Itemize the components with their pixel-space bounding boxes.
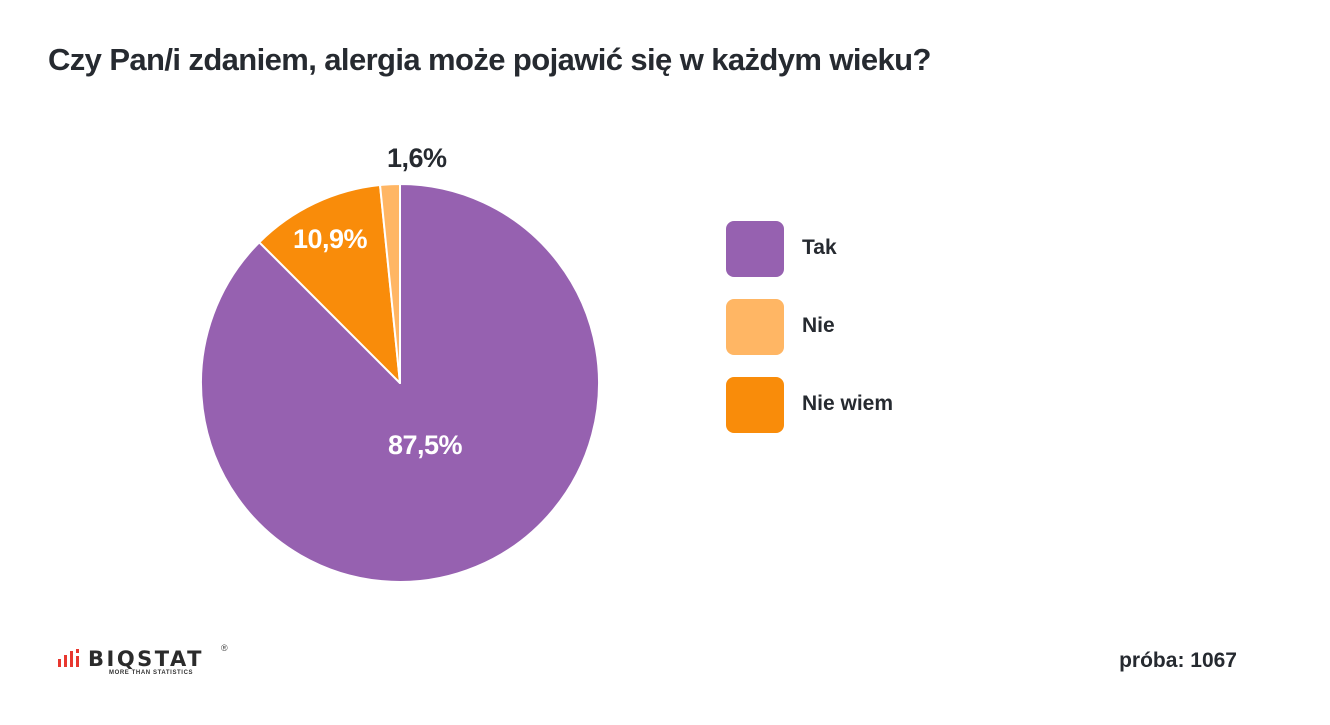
biostat-logo: BIQSTAT ® MORE THAN STATISTICS	[58, 643, 248, 681]
logo-wordmark: BIQSTAT	[88, 647, 204, 671]
pie-slices	[200, 183, 600, 583]
data-label-nie: 1,6%	[387, 143, 447, 173]
legend-swatch-nie	[726, 299, 784, 355]
legend-item-nie: Nie	[726, 299, 1026, 355]
slice-nie	[379, 183, 401, 384]
data-label-tak: 87,5%	[388, 430, 463, 460]
legend-swatch-nie-wiem	[726, 377, 784, 433]
slice-nie-wiem	[258, 184, 401, 384]
legend-label-nie-wiem: Nie wiem	[802, 392, 894, 415]
legend-item-tak: Tak	[726, 221, 1026, 277]
legend-label-tak: Tak	[802, 236, 837, 259]
registered-mark: ®	[221, 643, 228, 653]
chart-title: Czy Pan/i zdaniem, alergia może pojawić …	[48, 42, 931, 77]
legend-swatch-tak	[726, 221, 784, 277]
sample-size: próba: 1067	[1119, 649, 1237, 672]
data-label-nie-wiem: 10,9%	[293, 224, 368, 254]
bar-chart-logo-icon	[58, 649, 79, 667]
logo-tagline: MORE THAN STATISTICS	[109, 670, 194, 676]
legend-label-nie: Nie	[802, 314, 835, 337]
legend-item-nie-wiem: Nie wiem	[726, 377, 1026, 433]
